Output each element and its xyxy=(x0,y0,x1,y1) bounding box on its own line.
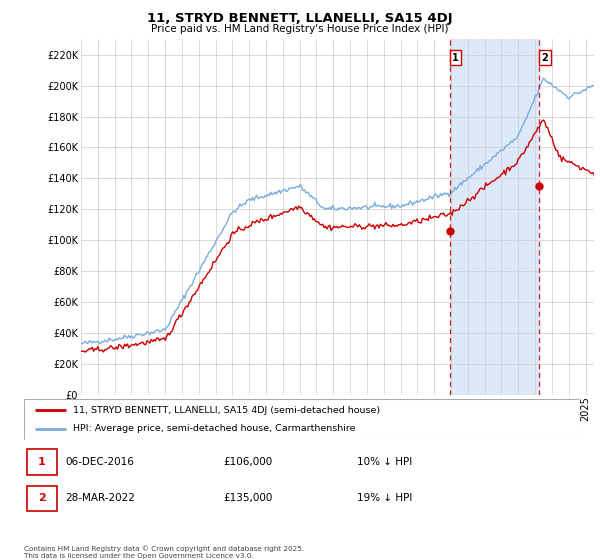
Text: 19% ↓ HPI: 19% ↓ HPI xyxy=(357,493,412,503)
Text: 28-MAR-2022: 28-MAR-2022 xyxy=(65,493,136,503)
Text: £106,000: £106,000 xyxy=(224,457,273,467)
Text: HPI: Average price, semi-detached house, Carmarthenshire: HPI: Average price, semi-detached house,… xyxy=(73,424,355,433)
Text: £135,000: £135,000 xyxy=(224,493,273,503)
Text: 2: 2 xyxy=(542,53,548,63)
Text: 11, STRYD BENNETT, LLANELLI, SA15 4DJ: 11, STRYD BENNETT, LLANELLI, SA15 4DJ xyxy=(147,12,453,25)
Text: 1: 1 xyxy=(452,53,459,63)
Text: 06-DEC-2016: 06-DEC-2016 xyxy=(65,457,134,467)
Text: Contains HM Land Registry data © Crown copyright and database right 2025.
This d: Contains HM Land Registry data © Crown c… xyxy=(24,545,304,559)
FancyBboxPatch shape xyxy=(24,399,579,440)
Text: 2: 2 xyxy=(38,493,46,503)
Text: Price paid vs. HM Land Registry's House Price Index (HPI): Price paid vs. HM Land Registry's House … xyxy=(151,24,449,34)
Text: 1: 1 xyxy=(38,457,46,467)
Bar xyxy=(27,486,58,511)
Text: 11, STRYD BENNETT, LLANELLI, SA15 4DJ (semi-detached house): 11, STRYD BENNETT, LLANELLI, SA15 4DJ (s… xyxy=(73,405,380,414)
Text: 10% ↓ HPI: 10% ↓ HPI xyxy=(357,457,412,467)
Bar xyxy=(27,449,58,475)
Bar xyxy=(449,39,539,395)
